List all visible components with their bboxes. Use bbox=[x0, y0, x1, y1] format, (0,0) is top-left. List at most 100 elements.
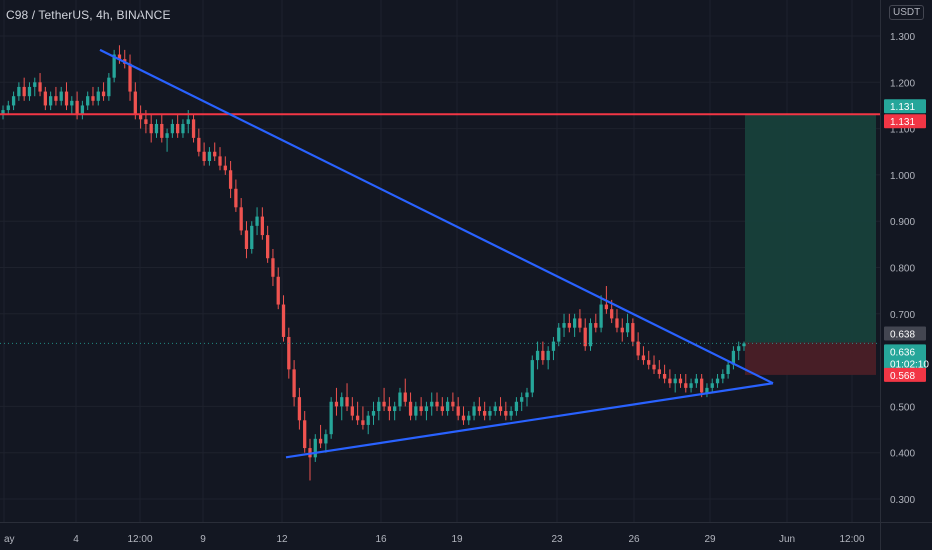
candle-body bbox=[255, 216, 259, 226]
candle-body bbox=[451, 401, 455, 407]
candle-body bbox=[234, 188, 238, 208]
candle bbox=[223, 156, 227, 175]
candle bbox=[70, 96, 74, 115]
price-tick-label: 0.400 bbox=[890, 449, 915, 460]
candle-body bbox=[334, 401, 339, 407]
candle-body bbox=[165, 133, 169, 138]
price-tag-label: 1.131 bbox=[890, 117, 915, 128]
candle-body bbox=[398, 392, 402, 407]
candle-body bbox=[731, 350, 736, 365]
price-tick-label: 1.000 bbox=[890, 171, 915, 182]
candle-body bbox=[91, 96, 95, 101]
symbol-title: C98 / TetherUS, 4h, BINANCE bbox=[6, 8, 171, 22]
candle-body bbox=[366, 415, 370, 425]
candle bbox=[366, 411, 370, 435]
candle bbox=[737, 341, 741, 361]
candle-body bbox=[350, 406, 354, 416]
candle-body bbox=[726, 364, 730, 374]
candle bbox=[287, 327, 291, 379]
candle-body bbox=[80, 105, 85, 115]
candle-body bbox=[557, 327, 561, 342]
candle bbox=[207, 147, 212, 166]
candle-body bbox=[588, 323, 593, 347]
candle bbox=[112, 49, 116, 83]
candle bbox=[599, 295, 603, 333]
candle-body bbox=[213, 151, 217, 157]
candle-body bbox=[419, 406, 423, 412]
candle bbox=[213, 142, 217, 162]
candle-body bbox=[54, 96, 58, 101]
candle bbox=[731, 346, 736, 370]
candle bbox=[504, 401, 508, 421]
candle bbox=[138, 105, 143, 129]
candle bbox=[54, 86, 58, 106]
candle bbox=[705, 383, 709, 398]
candle bbox=[6, 100, 10, 115]
candle-body bbox=[742, 343, 746, 347]
candle-body bbox=[477, 406, 481, 412]
candle bbox=[276, 267, 280, 310]
candle-body bbox=[276, 276, 280, 305]
candle bbox=[260, 207, 264, 240]
candle-body bbox=[498, 406, 503, 412]
price-tag-bg bbox=[884, 99, 926, 114]
candle bbox=[218, 147, 222, 171]
price-tag-label: 1.131 bbox=[890, 102, 915, 113]
candle-body bbox=[631, 323, 635, 342]
candle-body bbox=[138, 114, 143, 120]
candle-body bbox=[1, 110, 5, 115]
time-tick-label: ay bbox=[4, 534, 15, 545]
candle-body bbox=[551, 341, 556, 351]
candle-body bbox=[27, 86, 32, 97]
candle-body bbox=[641, 355, 646, 361]
candle-body bbox=[652, 364, 656, 370]
candle-body bbox=[567, 323, 571, 328]
candle-body bbox=[64, 91, 69, 106]
ascending-trendline bbox=[285, 382, 774, 459]
candle-body bbox=[181, 123, 185, 134]
candle-body bbox=[572, 318, 577, 328]
candle-body bbox=[599, 304, 603, 328]
candle bbox=[234, 179, 238, 212]
candle bbox=[636, 332, 640, 361]
candle-body bbox=[461, 415, 466, 421]
candle bbox=[715, 373, 720, 388]
price-tag-label: 0.636 bbox=[890, 347, 915, 358]
candle bbox=[1, 105, 5, 120]
price-tag: 1.131 bbox=[884, 114, 926, 129]
candle-body bbox=[43, 91, 47, 106]
currency-badge[interactable]: USDT bbox=[889, 5, 925, 20]
candle-body bbox=[514, 401, 519, 412]
profit-zone bbox=[745, 114, 876, 343]
candle bbox=[572, 313, 577, 337]
candle-body bbox=[705, 387, 709, 393]
candle-body bbox=[297, 397, 302, 421]
candle-body bbox=[546, 350, 550, 361]
candle bbox=[197, 128, 201, 157]
candle bbox=[414, 401, 418, 421]
candle bbox=[308, 438, 312, 481]
candle bbox=[461, 406, 466, 425]
candle bbox=[493, 401, 497, 416]
candle-body bbox=[292, 369, 296, 398]
candle-body bbox=[710, 383, 714, 388]
candle bbox=[329, 397, 333, 439]
candle-body bbox=[107, 77, 111, 97]
candle-body bbox=[721, 373, 725, 379]
candle-body bbox=[6, 105, 10, 111]
candle-body bbox=[636, 341, 640, 356]
candle bbox=[689, 378, 693, 393]
candle-body bbox=[17, 86, 21, 97]
candle-body bbox=[59, 91, 63, 101]
price-axis: 1.300 1.200 1.100 1.000 0.900 0.800 0.700 0.500… bbox=[890, 32, 915, 506]
candle-body bbox=[361, 420, 365, 425]
candle bbox=[620, 318, 624, 342]
candle-body bbox=[223, 165, 227, 171]
time-tick-label: 12:00 bbox=[839, 534, 864, 545]
candle bbox=[477, 397, 481, 416]
candle-body bbox=[75, 100, 79, 115]
candle-body bbox=[250, 225, 254, 249]
price-tick-label: 1.300 bbox=[890, 32, 915, 43]
candle-body bbox=[403, 392, 407, 402]
